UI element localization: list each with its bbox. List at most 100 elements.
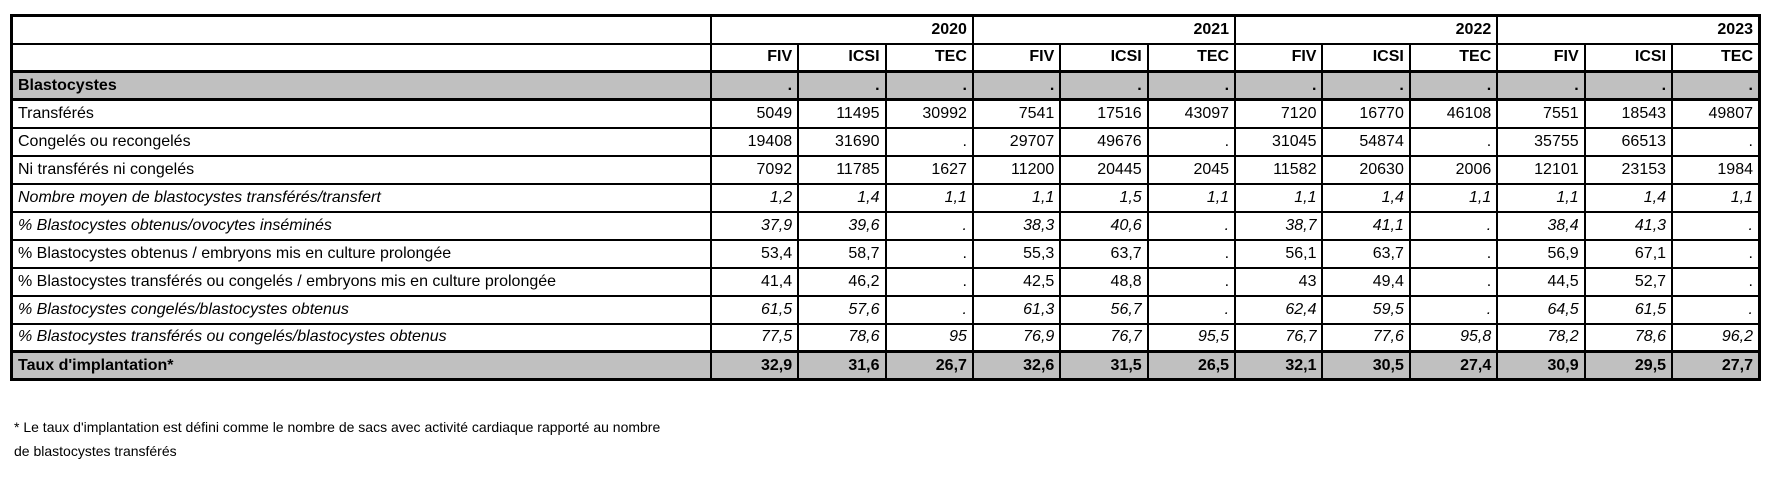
data-cell: 40,6 [1059, 210, 1149, 241]
technique-header: FIV [1496, 42, 1586, 73]
technique-header: TEC [1146, 42, 1237, 73]
row-label: Taux d'implantation* [10, 350, 712, 381]
data-cell: 32,1 [1234, 350, 1324, 381]
technique-header: ICSI [797, 42, 887, 73]
table-row: Blastocystes............ [10, 70, 1761, 101]
data-cell: 63,7 [1059, 238, 1149, 269]
data-cell: . [1671, 294, 1761, 325]
data-cell: . [884, 126, 974, 157]
data-cell: 19408 [709, 126, 800, 157]
data-cell: 35755 [1496, 126, 1586, 157]
data-cell: . [1234, 70, 1324, 101]
data-cell: 11582 [1234, 154, 1324, 185]
table-row: % Blastocystes transférés ou congelés / … [10, 266, 1761, 297]
data-cell: . [1671, 126, 1761, 157]
technique-header: FIV [1234, 42, 1324, 73]
data-cell: . [1408, 294, 1499, 325]
data-cell: . [709, 70, 800, 101]
data-cell: . [884, 70, 974, 101]
data-cell: 5049 [709, 98, 800, 129]
data-cell: 1627 [884, 154, 974, 185]
row-label: % Blastocystes obtenus/ovocytes inséminé… [10, 210, 712, 241]
data-cell: 95,8 [1408, 322, 1499, 353]
data-cell: 78,6 [1583, 322, 1674, 353]
corner-cell [10, 14, 712, 45]
data-cell: 58,7 [797, 238, 887, 269]
year-header-row: 2020 2021 2022 2023 [10, 14, 1761, 45]
data-cell: . [1671, 266, 1761, 297]
data-cell: 1,1 [884, 182, 974, 213]
table-row: Nombre moyen de blastocystes transférés/… [10, 182, 1761, 213]
data-cell: 46,2 [797, 266, 887, 297]
data-cell: . [1059, 70, 1149, 101]
data-cell: 2006 [1408, 154, 1499, 185]
footnote: * Le taux d'implantation est défini comm… [14, 415, 1776, 463]
data-cell: 1,1 [971, 182, 1062, 213]
data-cell: 77,6 [1321, 322, 1411, 353]
data-cell: 38,4 [1496, 210, 1586, 241]
year-header: 2022 [1234, 14, 1499, 45]
technique-header: ICSI [1583, 42, 1674, 73]
data-cell: 52,7 [1583, 266, 1674, 297]
data-cell: 1,1 [1234, 182, 1324, 213]
row-label: Ni transférés ni congelés [10, 154, 712, 185]
data-cell: 56,1 [1234, 238, 1324, 269]
data-cell: 16770 [1321, 98, 1411, 129]
row-label: % Blastocystes obtenus / embryons mis en… [10, 238, 712, 269]
data-cell: 1,1 [1496, 182, 1586, 213]
data-cell: 63,7 [1321, 238, 1411, 269]
table-row: % Blastocystes obtenus/ovocytes inséminé… [10, 210, 1761, 241]
data-cell: 95,5 [1146, 322, 1237, 353]
data-cell: 53,4 [709, 238, 800, 269]
data-cell: 17516 [1059, 98, 1149, 129]
data-cell: 1984 [1671, 154, 1761, 185]
data-cell: 95 [884, 322, 974, 353]
data-cell: 56,7 [1059, 294, 1149, 325]
data-cell: 1,1 [1671, 182, 1761, 213]
table-header: 2020 2021 2022 2023 FIV ICSI TEC FIV ICS… [10, 14, 1761, 73]
data-cell: 31,6 [797, 350, 887, 381]
data-cell: 57,6 [797, 294, 887, 325]
data-cell: 32,6 [971, 350, 1062, 381]
data-cell: 39,6 [797, 210, 887, 241]
technique-header-row: FIV ICSI TEC FIV ICSI TEC FIV ICSI TEC F… [10, 42, 1761, 73]
table-row: Congelés ou recongelés 19408 31690. 29707 49… [10, 126, 1761, 157]
data-cell: 61,5 [709, 294, 800, 325]
technique-header: TEC [884, 42, 974, 73]
data-cell: 1,1 [1146, 182, 1237, 213]
data-cell: 43097 [1146, 98, 1237, 129]
data-cell: 1,5 [1059, 182, 1149, 213]
data-cell: 1,4 [1583, 182, 1674, 213]
data-cell: 26,7 [884, 350, 974, 381]
data-cell: . [971, 70, 1062, 101]
data-cell: . [1146, 70, 1237, 101]
data-cell: . [797, 70, 887, 101]
footnote-line-2: de blastocystes transférés [14, 443, 177, 459]
data-cell: 2045 [1146, 154, 1237, 185]
data-cell: 49,4 [1321, 266, 1411, 297]
data-cell: 42,5 [971, 266, 1062, 297]
data-cell: . [1321, 70, 1411, 101]
data-cell: 59,5 [1321, 294, 1411, 325]
data-cell: 1,1 [1408, 182, 1499, 213]
row-label: % Blastocystes congelés/blastocystes obt… [10, 294, 712, 325]
data-cell: . [884, 210, 974, 241]
data-cell: 56,9 [1496, 238, 1586, 269]
data-cell: 31045 [1234, 126, 1324, 157]
data-cell: 31,5 [1059, 350, 1149, 381]
data-cell: 61,3 [971, 294, 1062, 325]
data-cell: . [1146, 266, 1237, 297]
data-cell: 41,3 [1583, 210, 1674, 241]
data-cell: . [1146, 126, 1237, 157]
data-cell: 1,4 [1321, 182, 1411, 213]
table-row: % Blastocystes congelés/blastocystes obt… [10, 294, 1761, 325]
data-cell: . [1408, 266, 1499, 297]
data-cell: . [1671, 210, 1761, 241]
data-cell: 54874 [1321, 126, 1411, 157]
data-cell: . [1671, 70, 1761, 101]
data-cell: . [1146, 238, 1237, 269]
technique-header: ICSI [1059, 42, 1149, 73]
row-label: Nombre moyen de blastocystes transférés/… [10, 182, 712, 213]
data-cell: 44,5 [1496, 266, 1586, 297]
data-cell: 49807 [1671, 98, 1761, 129]
